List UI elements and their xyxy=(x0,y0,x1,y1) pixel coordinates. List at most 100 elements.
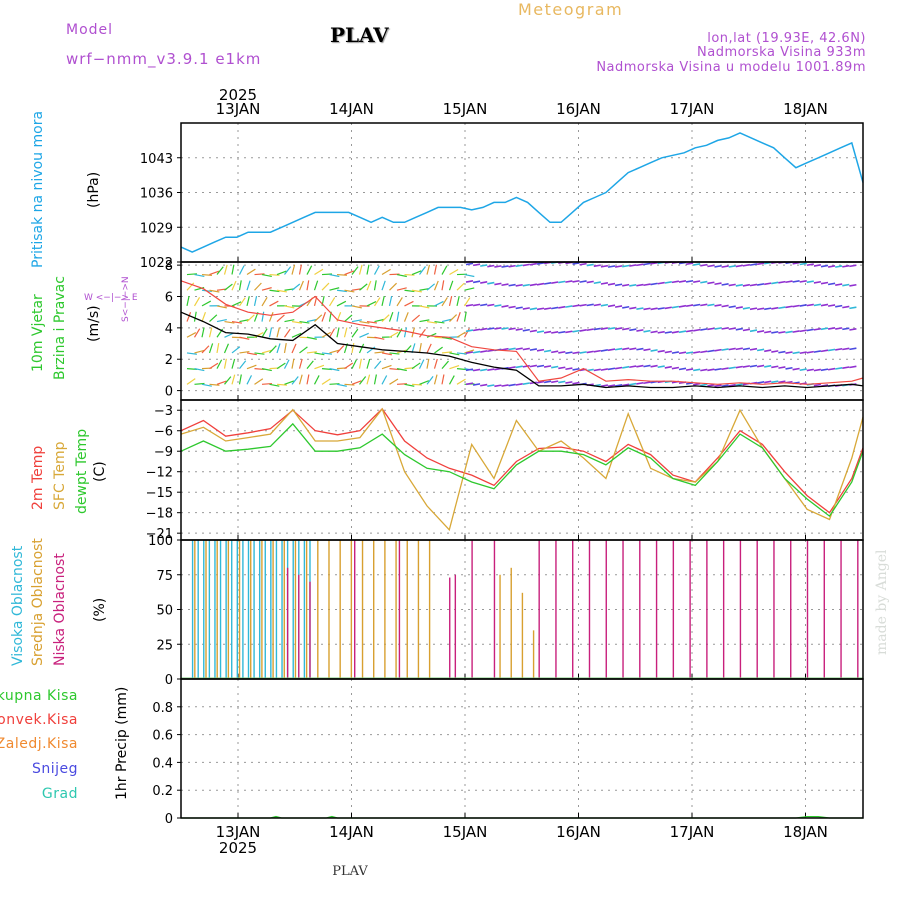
wind-arrow xyxy=(487,384,495,387)
station-title: PLAV xyxy=(330,23,389,47)
wind-arrow xyxy=(764,364,772,368)
wind-arrow xyxy=(565,330,573,334)
ytick-label-pressure-3: 1022 xyxy=(140,256,173,271)
wind-arrow xyxy=(284,305,295,309)
wind-arrow xyxy=(411,289,422,293)
wind-arrow xyxy=(849,347,857,351)
wind-arrow xyxy=(671,280,680,284)
wind-arrow xyxy=(827,282,836,286)
wind-arrow xyxy=(806,328,814,332)
wind-arrow xyxy=(472,328,481,332)
wind-arrow xyxy=(465,303,474,307)
wind-arrow xyxy=(600,303,609,307)
wind-arrow xyxy=(419,266,426,275)
wind-arrow xyxy=(522,364,530,368)
wind-arrow xyxy=(209,383,220,386)
wind-arrow xyxy=(448,280,454,291)
wind-arrow xyxy=(329,287,340,291)
wind-arrow xyxy=(643,381,651,385)
wind-arrow xyxy=(480,281,488,284)
wind-arrow xyxy=(426,358,430,369)
wind-arrow xyxy=(463,311,467,322)
wind-arrow xyxy=(336,300,347,307)
wind-arrow xyxy=(276,343,281,354)
wind-arrow xyxy=(714,327,722,330)
wind-arrow xyxy=(536,282,545,286)
wind-arrow xyxy=(551,281,559,285)
wind-arrow xyxy=(351,266,359,275)
wind-arrow xyxy=(472,280,481,284)
wind-arrow xyxy=(586,263,594,267)
top-date-label-15JAN: 15JAN xyxy=(443,100,488,118)
wind-arrow xyxy=(186,312,192,322)
wind-arrow xyxy=(291,358,295,369)
pressure-ylabel: Pritisak na nivou mora xyxy=(30,111,46,268)
wind-arrow xyxy=(806,368,814,372)
wind-arrow xyxy=(614,283,623,287)
wind-arrow xyxy=(388,311,394,322)
wind-arrow xyxy=(721,367,729,371)
wind-arrow xyxy=(742,306,751,310)
wind-arrow xyxy=(246,314,255,323)
wind-arrow xyxy=(636,381,644,385)
wind-arrow xyxy=(827,327,836,330)
wind-arrow xyxy=(771,365,779,369)
wind-arrow xyxy=(223,358,227,369)
wind-arrow xyxy=(536,380,545,384)
ytick-label-pressure-1: 1036 xyxy=(140,187,173,202)
wind-arrow xyxy=(558,380,566,384)
wind-arrow xyxy=(600,282,609,285)
wind-arrow xyxy=(223,264,228,275)
wind-arrow xyxy=(842,327,850,331)
wind-arrow xyxy=(778,330,786,334)
wind-arrow xyxy=(565,280,573,283)
wind-arrow xyxy=(728,265,736,268)
wind-arrow xyxy=(664,281,672,284)
wind-arrow xyxy=(441,351,453,354)
wind-arrow xyxy=(314,314,323,323)
wind-arrow xyxy=(643,283,651,287)
footer-station: PLAV xyxy=(332,864,368,879)
wind-arrow xyxy=(396,311,400,322)
wind-arrow xyxy=(329,273,340,278)
wind-arrow xyxy=(231,358,236,369)
wind-arrow xyxy=(536,348,545,352)
wind-arrow xyxy=(306,280,310,291)
wind-arrow xyxy=(403,312,409,322)
wind-arrow xyxy=(756,348,765,352)
wind-arrow xyxy=(529,283,538,287)
wind-arrow xyxy=(366,374,371,385)
wind-arrow xyxy=(593,264,601,268)
wind-arrow xyxy=(742,365,751,368)
wind-arrow xyxy=(418,343,422,354)
wind-arrow xyxy=(321,352,333,355)
wind-arrow xyxy=(239,297,246,307)
wind-arrow xyxy=(381,314,390,323)
wind-arrow xyxy=(366,301,377,307)
wind-arrow xyxy=(261,297,268,307)
wind-arrow xyxy=(842,366,850,370)
wind-arrow xyxy=(778,350,786,354)
wind-arrow xyxy=(261,328,268,338)
elevation-label: Nadmorska Visina 933m xyxy=(697,45,866,60)
wind-arrow xyxy=(600,327,609,330)
wind-arrow xyxy=(508,283,516,287)
wind-arrow xyxy=(487,303,495,307)
wind-arrow xyxy=(298,374,303,385)
wind-arrow xyxy=(389,378,399,385)
ytick-label-precip-2: 0.4 xyxy=(152,756,173,771)
wind-arrow xyxy=(636,329,644,332)
wind-arrow xyxy=(426,332,437,338)
wind-arrow xyxy=(418,359,425,369)
wind-arrow xyxy=(374,318,385,323)
wind-arrow xyxy=(657,365,665,369)
wind-arrow xyxy=(404,273,415,276)
wind-arrow xyxy=(201,345,210,354)
wind-arrow xyxy=(629,382,637,386)
wind-arrow xyxy=(756,307,765,311)
wind-arrow xyxy=(239,350,250,354)
wind-arrow xyxy=(434,300,444,307)
wind-arrow xyxy=(728,305,736,309)
wind-arrow xyxy=(785,280,793,284)
wind-arrow xyxy=(456,282,465,291)
